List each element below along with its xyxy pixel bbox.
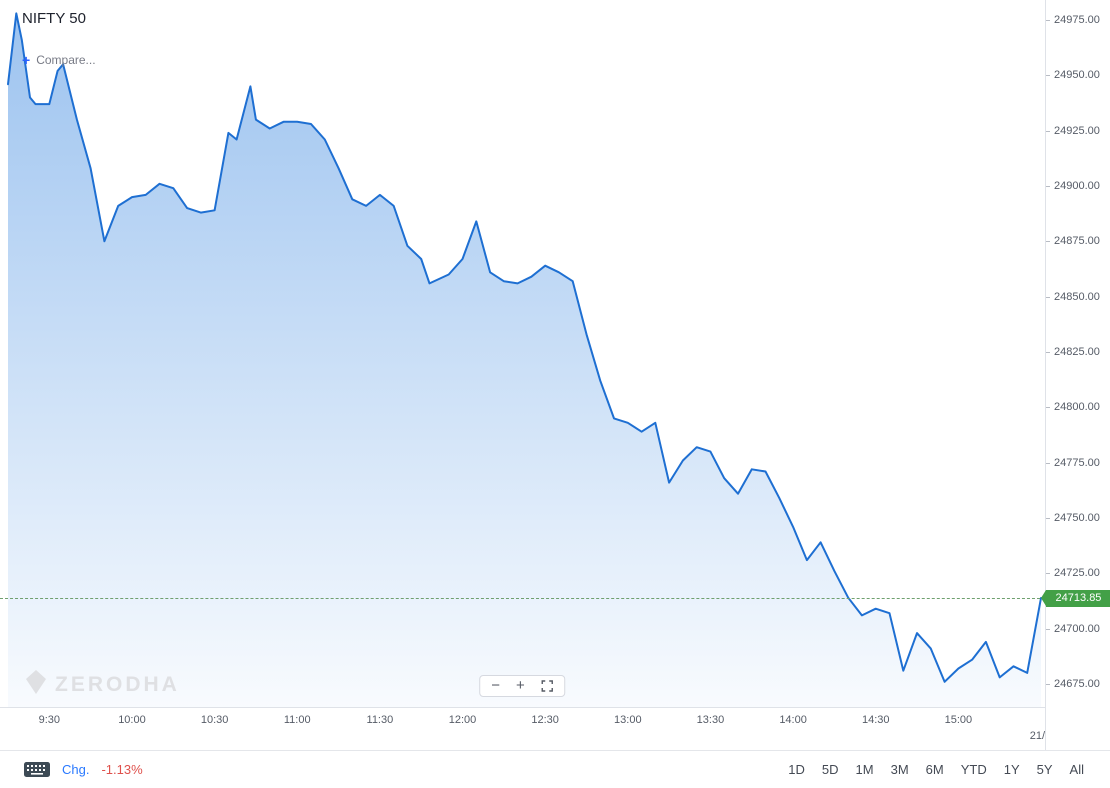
fullscreen-button[interactable]	[537, 678, 557, 694]
time-axis-label: 11:00	[283, 714, 311, 726]
price-axis-label: 24975.00	[1054, 14, 1100, 26]
time-axis-label: 14:30	[861, 714, 890, 726]
price-axis-tick	[1046, 628, 1050, 630]
price-axis-label: 24925.00	[1054, 124, 1100, 137]
price-axis-tick	[1046, 407, 1050, 409]
price-axis-label: 24825.00	[1054, 346, 1100, 358]
price-axis-tick	[1046, 518, 1050, 519]
keyboard-icon	[24, 762, 50, 777]
compare-button[interactable]: + Compare...	[22, 53, 96, 67]
price-axis-label: 24900.00	[1054, 180, 1100, 192]
range-button-6m[interactable]: 6M	[925, 762, 944, 777]
time-axis-label: 12:00	[448, 714, 477, 726]
range-button-1d[interactable]: 1D	[788, 762, 805, 777]
time-axis-label: 10:30	[200, 714, 229, 726]
price-axis-label: 24875.00	[1054, 235, 1100, 248]
fullscreen-icon	[541, 680, 553, 692]
compare-label: Compare...	[36, 53, 96, 67]
price-axis[interactable]: 24713.85 24975.00 24950.00 24925.00 24900.0…	[1045, 0, 1110, 750]
time-axis-label: 14:00	[779, 714, 807, 726]
price-axis-label: 24775.00	[1054, 456, 1100, 469]
range-button-ytd[interactable]: YTD	[960, 762, 987, 777]
range-button-1m[interactable]: 1M	[855, 762, 874, 777]
range-button-5d[interactable]: 5D	[821, 762, 839, 777]
price-axis-tick	[1046, 75, 1050, 77]
price-axis-tick	[1046, 130, 1050, 132]
price-axis-tick	[1046, 462, 1050, 464]
price-axis-tick	[1046, 241, 1050, 243]
last-price-badge: 24713.85	[1046, 589, 1110, 607]
price-axis-tick	[1046, 352, 1050, 353]
range-button-3m[interactable]: 3M	[890, 762, 909, 777]
price-axis-label: 24950.00	[1054, 69, 1100, 82]
time-axis-label: 15:00	[944, 714, 973, 726]
zoom-out-button[interactable]: −	[487, 678, 504, 694]
change-label: Chg.	[62, 762, 90, 777]
time-axis-label: 10:00	[118, 714, 146, 726]
zoom-toolbar: − +	[479, 675, 565, 697]
date-label: 21/	[1029, 730, 1045, 742]
price-chart-pane[interactable]: NIFTY 50 + Compare... ZERODHA − +	[0, 0, 1045, 707]
footer-toolbar: Chg. -1.13% 1D 5D 1M 3M 6M YTD 1Y 5Y All	[0, 750, 1110, 788]
plus-icon: +	[22, 52, 31, 68]
price-line	[7, 12, 1042, 683]
price-area-chart[interactable]	[0, 0, 1045, 707]
time-axis[interactable]: 21/ 9:30 10:00 10:30 11:00 11:30 12:00 12:30 13…	[0, 707, 1045, 750]
keyboard-shortcuts-button[interactable]	[24, 762, 50, 777]
time-axis-label: 11:30	[366, 714, 394, 726]
change-value: -1.13%	[101, 762, 143, 777]
footer-left: Chg. -1.13%	[24, 762, 143, 777]
area-fill	[8, 13, 1041, 707]
price-axis-label: 24675.00	[1054, 678, 1100, 690]
price-axis-tick	[1046, 186, 1050, 187]
price-axis-label: 24725.00	[1054, 567, 1100, 580]
time-axis-label: 9:30	[38, 714, 61, 726]
zoom-in-button[interactable]: +	[512, 678, 529, 694]
symbol-title: NIFTY 50	[22, 10, 86, 27]
price-axis-label: 24700.00	[1054, 622, 1100, 635]
time-axis-label: 13:30	[696, 714, 725, 726]
price-axis-tick	[1046, 296, 1050, 298]
price-axis-tick	[1046, 573, 1050, 575]
price-axis-label: 24850.00	[1054, 290, 1100, 303]
range-button-all[interactable]: All	[1069, 762, 1084, 777]
price-axis-tick	[1046, 684, 1050, 685]
price-axis-tick	[1046, 20, 1050, 21]
range-button-1y[interactable]: 1Y	[1003, 762, 1020, 777]
last-price-line	[0, 597, 1045, 599]
time-axis-label: 12:30	[531, 714, 559, 726]
price-axis-label: 24800.00	[1054, 401, 1100, 414]
range-button-5y[interactable]: 5Y	[1036, 762, 1053, 777]
time-axis-label: 13:00	[614, 714, 642, 726]
price-axis-label: 24750.00	[1054, 512, 1100, 524]
range-buttons: 1D 5D 1M 3M 6M YTD 1Y 5Y All	[788, 762, 1084, 777]
